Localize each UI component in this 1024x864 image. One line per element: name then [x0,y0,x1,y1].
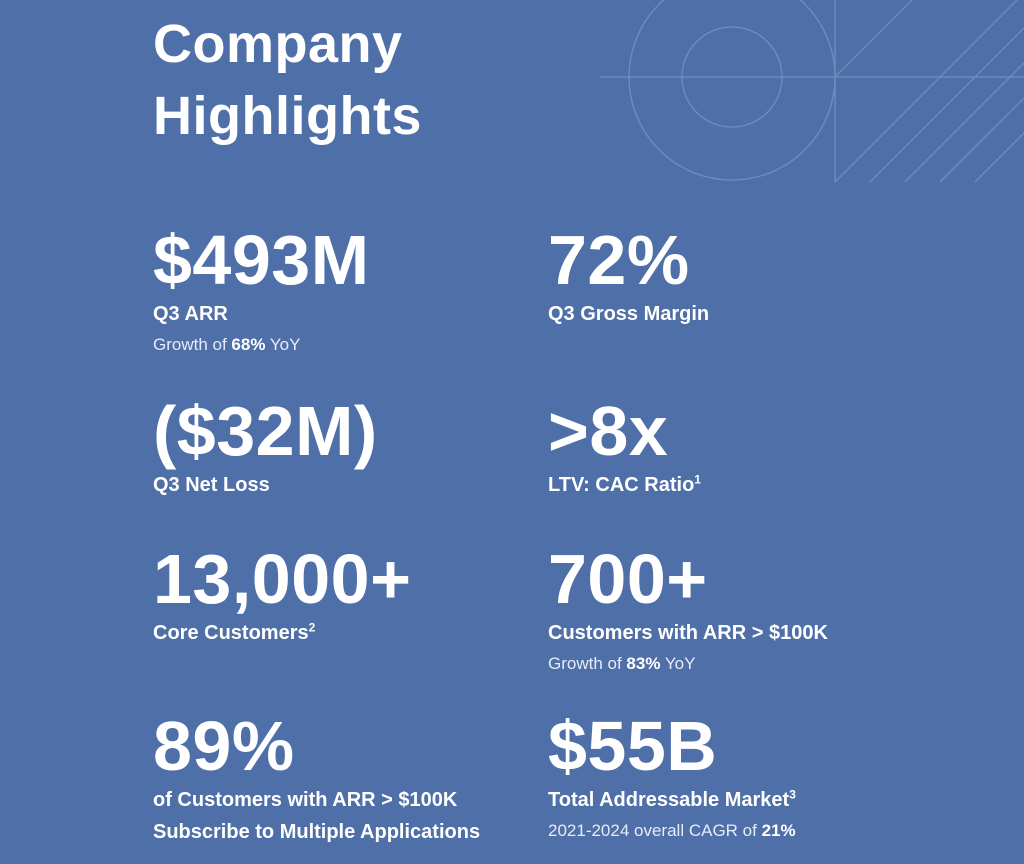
inner-circle [681,26,783,128]
page-title-line-1: Company [153,14,403,74]
metric-note: Growth of 83% YoY [548,654,696,673]
page-title: Company Highlights [153,8,422,152]
metric-value: >8x [548,392,669,470]
diagonal-line [834,0,1018,183]
diagonal-line [834,0,913,78]
metric-label-line-2: Subscribe to Multiple Applications [153,821,481,843]
metric-note: Growth of 68% YoY [153,335,301,354]
metric-gross-margin: 72% Q3 Gross Margin [548,222,709,330]
metric-value: 72% [548,221,690,299]
metric-note: 2021-2024 overall CAGR of 21% [548,821,796,840]
metric-label: LTV: CAC Ratio1 [548,472,701,496]
metric-value: $55B [548,707,718,785]
metric-q3-arr: $493M Q3 ARR Growth of 68% YoY [153,222,370,360]
metric-multi-application-customers: 89% of Customers with ARR > $100K Subscr… [153,708,480,848]
footnote-marker: 2 [308,620,316,635]
metric-value: 13,000+ [153,540,412,618]
metric-value: 700+ [548,540,708,618]
footnote-marker: 1 [694,472,701,487]
diagonal-line [974,132,1024,183]
metric-customers-over-100k: 700+ Customers with ARR > $100K Growth o… [548,541,828,679]
metric-label: Total Addressable Market3 [548,787,796,811]
metric-net-loss: ($32M) Q3 Net Loss [153,393,378,501]
metric-value: ($32M) [153,392,378,470]
footnote-marker: 3 [789,787,796,802]
metric-label-line-1: of Customers with ARR > $100K [153,789,458,811]
diagonal-line [904,62,1024,183]
outer-circle [628,0,836,181]
metric-label: Q3 ARR [153,303,228,325]
page-title-line-2: Highlights [153,86,422,146]
metric-core-customers: 13,000+ Core Customers2 [153,541,411,649]
metric-label: Core Customers2 [153,620,316,644]
metric-value: $493M [153,221,370,299]
metric-ltv-cac-ratio: >8x LTV: CAC Ratio1 [548,393,701,501]
metric-value: 89% [153,707,295,785]
metric-label: Q3 Gross Margin [548,303,710,325]
diagonal-line [869,27,1024,183]
decorative-lines-graphic [600,0,1024,183]
metric-total-addressable-market: $55B Total Addressable Market3 2021-2024… [548,708,796,846]
diagonal-line [939,97,1024,183]
metric-label: Customers with ARR > $100K [548,622,828,644]
metric-label: Q3 Net Loss [153,474,270,496]
